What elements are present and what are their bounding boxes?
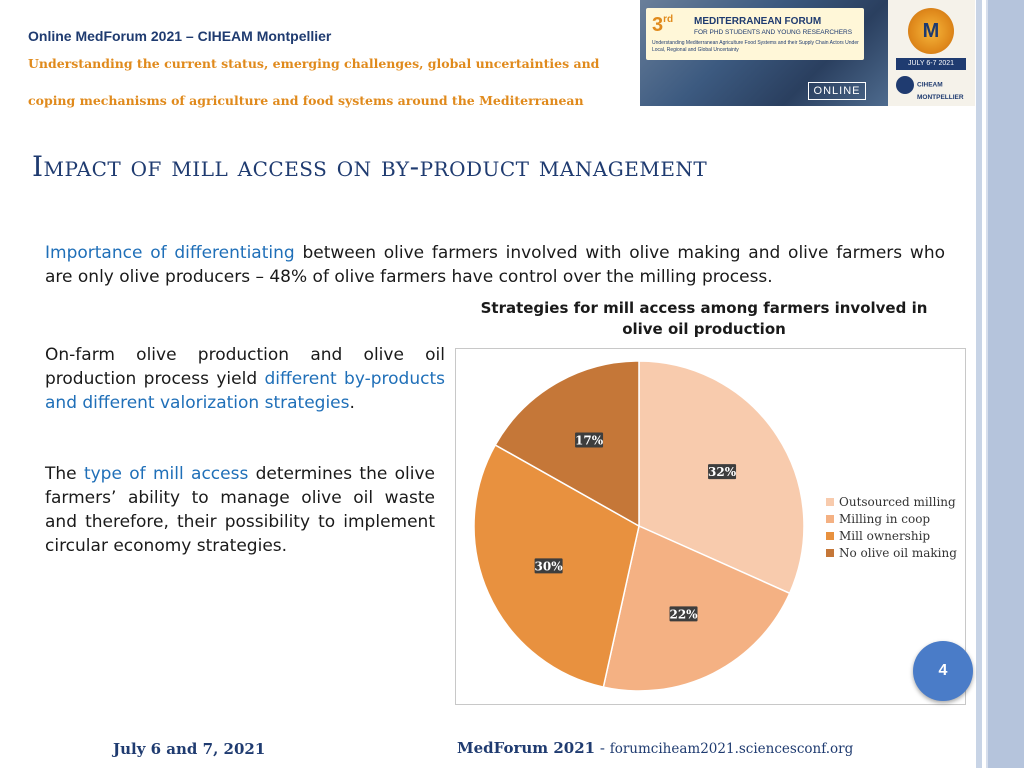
highlight-text: different by-products and different valo… [45, 369, 445, 413]
legend-item: Milling in coop [826, 510, 957, 527]
banner-online-label: ONLINE [808, 82, 866, 100]
legend-item: No olive oil making [826, 544, 957, 561]
paragraph-mill-access: The type of mill access determines the o… [45, 464, 435, 556]
slide-title: Impact of mill access on by-product mana… [32, 150, 708, 183]
banner-edition: 3rd [652, 14, 674, 36]
header-event-name: Online MedForum 2021 – CIHEAM Montpellie… [28, 28, 332, 44]
pie-data-label: 17% [575, 432, 604, 448]
slide-header: Online MedForum 2021 – CIHEAM Montpellie… [28, 28, 628, 118]
pie-chart: 32% 22% 30% 17% Outsourced milling Milling i… [455, 348, 966, 705]
highlight-text: Importance of differentiating [45, 243, 295, 263]
banner-forum-name: MEDITERRANEAN FORUM [694, 16, 822, 27]
pie-data-label: 30% [535, 558, 564, 574]
legend-label: No olive oil making [839, 545, 957, 560]
footer-date: July 6 and 7, 2021 [113, 740, 266, 758]
pie-data-label: 32% [708, 464, 737, 480]
svg-text:17%: 17% [575, 434, 604, 448]
pie-chart-svg: 32% 22% 30% 17% [473, 360, 805, 692]
banner-title-box: 3rd MEDITERRANEAN FORUM FOR PHD STUDENTS… [646, 8, 864, 60]
banner-logo-area: M JULY 6-7 2021 CIHEAM MONTPELLIER [888, 0, 975, 106]
svg-text:22%: 22% [669, 607, 698, 621]
banner-forum-sub: FOR PHD STUDENTS AND YOUNG RESEARCHERS [694, 29, 853, 36]
legend-swatch [826, 497, 834, 506]
page-number-badge: 4 [913, 641, 973, 701]
header-subtitle-line2: coping mechanisms of agriculture and foo… [28, 93, 584, 108]
svg-text:32%: 32% [708, 465, 737, 479]
pie-data-label: 22% [669, 606, 698, 622]
header-subtitle-line1: Understanding the current status, emergi… [28, 56, 600, 71]
chart-title: Strategies for mill access among farmers… [480, 299, 928, 338]
legend-item: Outsourced milling [826, 493, 957, 510]
right-decoration-bars [976, 0, 1024, 768]
legend-swatch [826, 548, 834, 557]
chart-legend: Outsourced milling Milling in coop Mill ow… [826, 493, 957, 561]
footer-url-link[interactable]: forumciheam2021.sciencesconf.org [609, 741, 854, 757]
left-margin [0, 0, 10, 768]
paragraph-by-products: On-farm olive production and olive oil p… [45, 345, 445, 413]
legend-label: Outsourced milling [839, 494, 956, 509]
ciheam-logo: CIHEAM MONTPELLIER [896, 76, 964, 102]
legend-item: Mill ownership [826, 527, 957, 544]
highlight-text: type of mill access [83, 464, 249, 484]
ciheam-emblem-icon [896, 76, 914, 94]
banner-date-badge: JULY 6-7 2021 [896, 58, 966, 70]
svg-text:30%: 30% [535, 559, 564, 573]
paragraph-differentiating: Importance of differentiating between ol… [45, 243, 946, 287]
banner-forum-desc: Understanding Mediterranean Agriculture … [652, 40, 859, 53]
legend-label: Mill ownership [839, 528, 931, 543]
legend-swatch [826, 514, 834, 523]
medforum-logo-icon: M [908, 8, 954, 54]
footer-forum: MedForum 2021 - forumciheam2021.sciences… [457, 739, 854, 757]
legend-swatch [826, 531, 834, 540]
pie-slice-no-olive-oil-making [494, 360, 640, 528]
legend-label: Milling in coop [839, 511, 931, 526]
forum-banner-image: 3rd MEDITERRANEAN FORUM FOR PHD STUDENTS… [640, 0, 975, 106]
